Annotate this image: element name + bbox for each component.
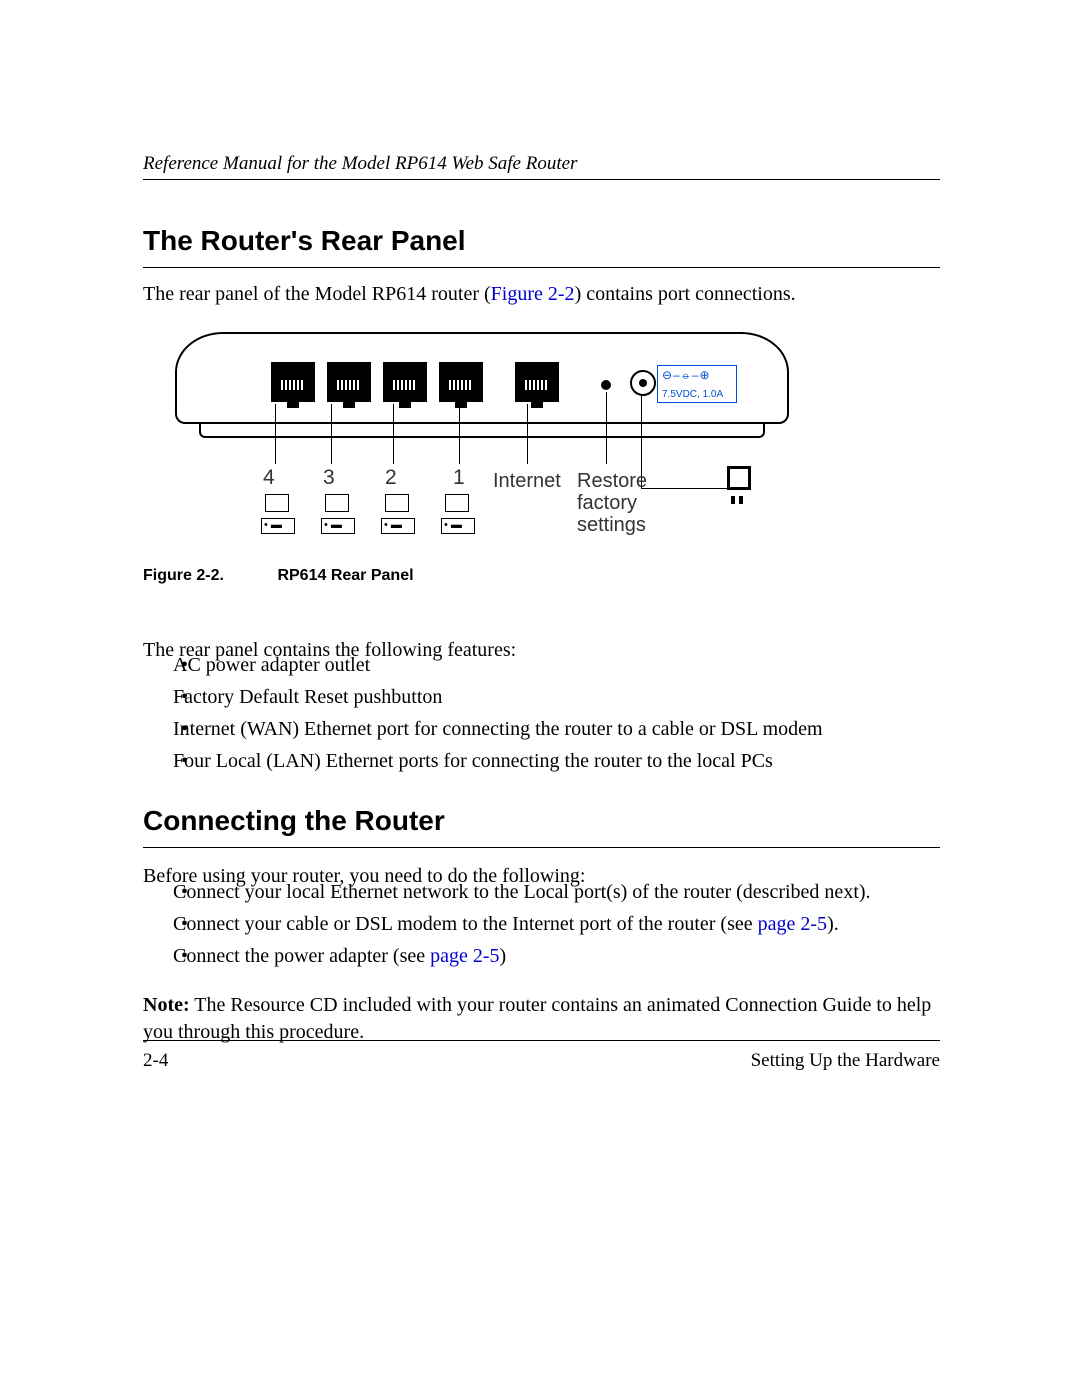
legend-box bbox=[265, 494, 289, 512]
item-text-before: Connect your cable or DSL modem to the I… bbox=[173, 913, 758, 935]
note-paragraph: Note: The Resource CD included with your… bbox=[143, 992, 940, 1046]
legend-polarity: • ▬ bbox=[261, 518, 295, 534]
figure-2-2-link[interactable]: Figure 2-2 bbox=[491, 283, 575, 305]
item-text-before: Connect the power adapter (see bbox=[173, 945, 430, 967]
intro-paragraph: The rear panel of the Model RP614 router… bbox=[143, 281, 940, 308]
leader-line bbox=[527, 404, 528, 464]
intro-text-after: ) contains port connections. bbox=[575, 283, 796, 305]
page: Reference Manual for the Model RP614 Web… bbox=[0, 0, 1080, 1397]
port-label-4: 4 bbox=[263, 466, 275, 489]
figure-rear-panel: ⊖–⦵–⊕ 7.5VDC, 1.0A 4 3 2 1 Internet Rest… bbox=[175, 332, 785, 542]
power-jack bbox=[630, 370, 656, 396]
legend-polarity: • ▬ bbox=[381, 518, 415, 534]
figure-caption: Figure 2-2. RP614 Rear Panel bbox=[143, 567, 414, 585]
section-heading-connecting: Connecting the Router bbox=[143, 805, 940, 848]
reset-button bbox=[601, 380, 611, 390]
lan-port-1 bbox=[439, 362, 483, 402]
port-label-internet: Internet bbox=[493, 470, 561, 492]
intro-text-before: The rear panel of the Model RP614 router… bbox=[143, 283, 491, 305]
list-item: AC power adapter outlet bbox=[173, 649, 970, 681]
figure-caption-text: RP614 Rear Panel bbox=[277, 567, 413, 584]
list-item: Four Local (LAN) Ethernet ports for conn… bbox=[173, 745, 970, 777]
page-2-5-link[interactable]: page 2-5 bbox=[430, 945, 499, 967]
item-text-after: ). bbox=[827, 913, 839, 935]
legend-box bbox=[385, 494, 409, 512]
connect-list: Connect your local Ethernet network to t… bbox=[143, 876, 970, 972]
page-2-5-link[interactable]: page 2-5 bbox=[758, 913, 827, 935]
leader-line bbox=[275, 404, 276, 464]
power-polarity-symbol: ⊖–⦵–⊕ bbox=[662, 368, 711, 383]
section-heading-rear-panel: The Router's Rear Panel bbox=[143, 225, 940, 268]
internet-port bbox=[515, 362, 559, 402]
list-item: Connect your cable or DSL modem to the I… bbox=[173, 908, 970, 940]
lan-port-3 bbox=[327, 362, 371, 402]
leader-line bbox=[606, 392, 607, 464]
chapter-title-footer: Setting Up the Hardware bbox=[751, 1050, 940, 1072]
legend-polarity: • ▬ bbox=[321, 518, 355, 534]
leader-line bbox=[393, 404, 394, 464]
legend-box bbox=[325, 494, 349, 512]
page-number: 2-4 bbox=[143, 1050, 168, 1072]
running-header: Reference Manual for the Model RP614 Web… bbox=[143, 153, 577, 175]
power-plug-icon bbox=[727, 466, 749, 496]
leader-line bbox=[459, 404, 460, 464]
features-list: AC power adapter outlet Factory Default … bbox=[143, 649, 970, 777]
item-text-after: ) bbox=[500, 945, 507, 967]
leader-line bbox=[331, 404, 332, 464]
list-item: Connect your local Ethernet network to t… bbox=[173, 876, 970, 908]
footer-rule bbox=[143, 1040, 940, 1041]
port-label-2: 2 bbox=[385, 466, 397, 489]
header-rule bbox=[143, 179, 940, 180]
legend-box bbox=[445, 494, 469, 512]
port-label-1: 1 bbox=[453, 466, 465, 489]
list-item: Connect the power adapter (see page 2-5) bbox=[173, 940, 970, 972]
lan-port-4 bbox=[271, 362, 315, 402]
note-text: The Resource CD included with your route… bbox=[143, 994, 931, 1043]
list-item: Factory Default Reset pushbutton bbox=[173, 681, 970, 713]
note-label: Note: bbox=[143, 994, 190, 1016]
legend-polarity: • ▬ bbox=[441, 518, 475, 534]
lan-port-2 bbox=[383, 362, 427, 402]
port-label-3: 3 bbox=[323, 466, 335, 489]
leader-line-power bbox=[641, 394, 734, 489]
port-label-restore: Restore factory settings bbox=[577, 470, 647, 536]
figure-caption-number: Figure 2-2. bbox=[143, 567, 273, 585]
list-item: Internet (WAN) Ethernet port for connect… bbox=[173, 713, 970, 745]
